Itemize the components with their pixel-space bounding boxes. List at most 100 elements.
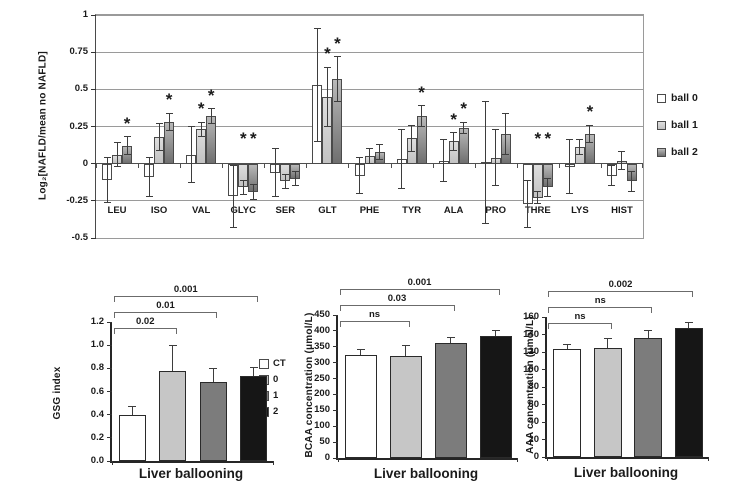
error-bar-cap bbox=[376, 158, 383, 160]
significance-bracket-tick bbox=[113, 296, 115, 302]
error-bar-cap bbox=[398, 188, 406, 190]
x-axis-label: Liver ballooning bbox=[138, 466, 244, 481]
error-bar-line bbox=[485, 101, 487, 224]
error-bar-cap bbox=[628, 191, 636, 193]
error-bar-line bbox=[116, 142, 118, 167]
error-bar-cap bbox=[603, 337, 612, 339]
error-bar-cap bbox=[376, 143, 383, 145]
gridline bbox=[96, 88, 643, 90]
error-bar-cap bbox=[408, 124, 416, 126]
y-tick-label: 0 bbox=[533, 451, 539, 462]
error-bar-cap bbox=[197, 136, 205, 138]
significance-star: * bbox=[207, 85, 215, 105]
y-tick-label: -0.5 bbox=[71, 232, 88, 243]
x-tick-mark bbox=[338, 458, 339, 462]
y-tick-label: 150 bbox=[314, 404, 330, 416]
y-tick-label: -0.25 bbox=[66, 194, 88, 206]
y-tick-label: 0.6 bbox=[90, 385, 104, 397]
x-tick-mark bbox=[558, 163, 560, 168]
significance-bracket-tick bbox=[256, 296, 258, 302]
significance-bracket-tick bbox=[610, 323, 612, 329]
gridline bbox=[96, 14, 643, 16]
y-tick-mark bbox=[542, 439, 547, 440]
error-bar-line bbox=[401, 129, 403, 189]
gridline bbox=[96, 200, 643, 202]
significance-label: 0.03 bbox=[387, 293, 407, 304]
legend-label: CT bbox=[273, 358, 286, 369]
error-bar-cap bbox=[502, 154, 510, 156]
error-bar-cap bbox=[576, 139, 584, 141]
bar bbox=[674, 328, 703, 457]
y-tick-mark bbox=[333, 346, 338, 348]
y-tick-label: 100 bbox=[314, 420, 330, 432]
y-tick-mark bbox=[333, 409, 338, 411]
gridline bbox=[96, 126, 643, 127]
error-bar-line bbox=[537, 191, 539, 204]
error-bar-cap bbox=[398, 128, 406, 130]
significance-bracket-tick bbox=[175, 328, 177, 334]
x-tick-mark bbox=[642, 163, 643, 168]
y-tick-label: 40 bbox=[528, 416, 539, 427]
y-tick-mark bbox=[333, 314, 338, 316]
legend-swatch bbox=[657, 147, 666, 157]
error-bar-line bbox=[210, 108, 212, 124]
y-tick-mark bbox=[91, 163, 96, 165]
legend-label: 2 bbox=[273, 406, 279, 417]
significance-star: * bbox=[460, 99, 467, 119]
error-bar-line bbox=[579, 139, 581, 155]
error-bar-cap bbox=[440, 181, 448, 182]
significance-bracket-tick bbox=[113, 328, 115, 334]
category-label: SER bbox=[275, 205, 296, 217]
category-label: PHE bbox=[359, 205, 380, 217]
significance-bracket-tick bbox=[339, 305, 341, 311]
category-label: VAL bbox=[192, 205, 211, 217]
legend-item: ball 0 bbox=[657, 92, 698, 104]
x-tick-mark bbox=[517, 458, 518, 462]
y-tick-mark bbox=[107, 391, 112, 392]
gsg-plot-area: 1.2 1.0 0.8 0.6 0.4 0.2 0.0 0.02 0.01 0.001 bbox=[91, 284, 274, 466]
significance-bracket-tick bbox=[408, 321, 410, 327]
x-axis-label: Liver ballooning bbox=[573, 465, 679, 480]
x-axis-label: Liver ballooning bbox=[373, 466, 479, 481]
error-bar-line bbox=[360, 349, 361, 355]
error-bar-line bbox=[284, 174, 286, 189]
error-bar-cap bbox=[618, 169, 626, 171]
legend-item: ball 2 bbox=[657, 146, 698, 158]
error-bar-cap bbox=[502, 112, 510, 114]
y-tick-label: 0 bbox=[324, 452, 330, 463]
significance-star: * bbox=[450, 109, 457, 129]
error-bar-cap bbox=[544, 195, 552, 197]
nafld-legend: ball 0 ball 1 ball 2 bbox=[657, 92, 698, 173]
significance-label: 0.001 bbox=[407, 277, 432, 288]
y-tick-mark bbox=[542, 421, 547, 423]
x-tick-mark bbox=[138, 163, 140, 168]
bar bbox=[553, 348, 582, 457]
category-label: HIST bbox=[611, 205, 633, 217]
error-bar-cap bbox=[440, 139, 448, 141]
error-bar-line bbox=[611, 165, 613, 186]
bar bbox=[118, 414, 146, 461]
y-tick-mark bbox=[107, 460, 112, 462]
bar bbox=[593, 347, 622, 457]
x-tick-mark bbox=[547, 457, 548, 461]
y-tick-label: 450 bbox=[314, 309, 330, 320]
y-tick-mark bbox=[542, 369, 547, 370]
significance-bracket bbox=[113, 312, 218, 313]
nafld-plot-area: 1 0.75 0.5 0.25 0 -0.25 -0.5 LEU * ISO * VAL * * GLYC *… bbox=[66, 9, 644, 243]
error-bar-line bbox=[443, 139, 445, 182]
gridline bbox=[96, 237, 643, 239]
significance-bracket-tick bbox=[216, 312, 218, 318]
x-tick-mark bbox=[96, 163, 97, 168]
error-bar-cap bbox=[207, 108, 215, 110]
significance-star: * bbox=[324, 44, 331, 64]
aaa-plot-area: 160 140 120 100 80 60 40 20 0 ns ns 0.002 bbox=[523, 279, 709, 462]
error-bar-cap bbox=[103, 201, 111, 203]
error-bar-line bbox=[158, 123, 160, 151]
significance-bracket bbox=[339, 321, 410, 322]
y-tick-label: 1 bbox=[82, 9, 88, 20]
error-bar-cap bbox=[482, 222, 490, 224]
error-bar-cap bbox=[155, 149, 163, 151]
y-tick-label: 0.5 bbox=[74, 83, 88, 95]
error-bar-line bbox=[294, 171, 296, 186]
error-bar-cap bbox=[187, 126, 195, 127]
